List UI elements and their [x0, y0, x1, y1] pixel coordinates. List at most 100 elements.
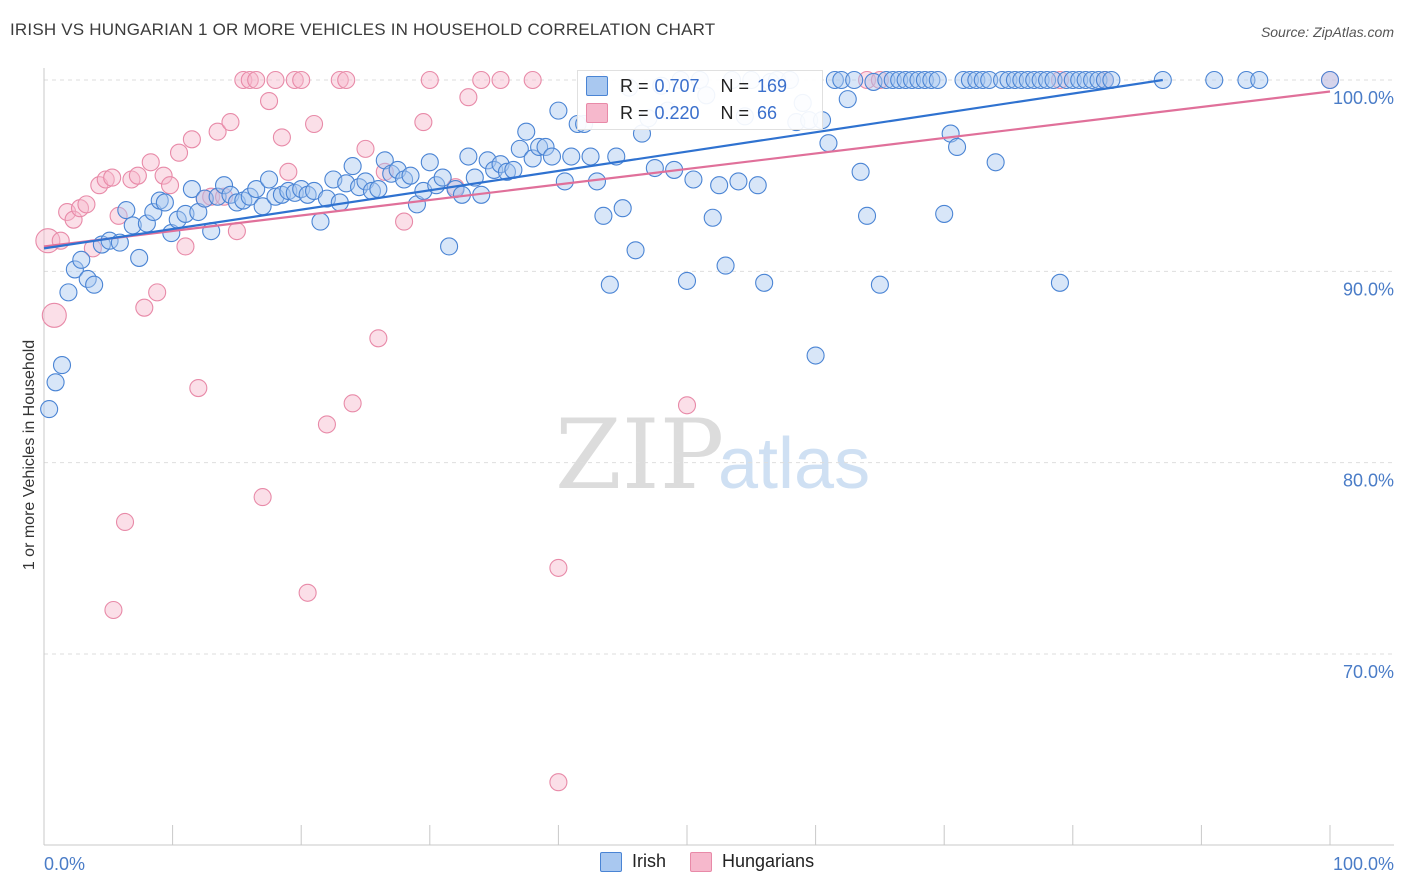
hungarians-point — [549, 773, 568, 792]
y-tick-label: 80.0% — [1343, 471, 1394, 491]
irish-point — [562, 147, 581, 166]
irish-point — [915, 70, 934, 90]
hungarians-point — [128, 166, 147, 185]
hungarians-point — [491, 70, 510, 90]
irish-point — [1250, 70, 1269, 90]
irish-point — [459, 147, 478, 166]
hungarians-point — [169, 143, 189, 162]
irish-point — [922, 70, 941, 90]
hungarians-point — [330, 70, 349, 90]
y-axis-label: 1 or more Vehicles in Household — [21, 340, 38, 570]
irish-point — [851, 162, 870, 181]
hungarians-point — [182, 130, 201, 149]
hungarians-n-value: 66 — [757, 102, 778, 123]
hungarians-point — [337, 70, 356, 90]
irish-point — [85, 275, 104, 294]
irish-point — [838, 90, 857, 109]
irish-point — [928, 70, 947, 90]
irish-point — [65, 260, 84, 279]
irish-point — [555, 172, 574, 191]
irish-point — [993, 70, 1012, 90]
irish-point — [59, 283, 78, 302]
hungarians-point — [677, 396, 697, 415]
irish-point — [883, 70, 902, 90]
hungarians-point — [135, 298, 154, 317]
hungarians-point — [369, 329, 388, 348]
irish-legend-swatch — [600, 851, 622, 872]
hungarians-point — [1050, 70, 1069, 90]
irish-point — [626, 241, 645, 260]
hungarians-point — [176, 237, 195, 256]
hungarians-point — [356, 139, 375, 158]
irish-point — [214, 176, 234, 195]
hungarians-point — [221, 113, 240, 132]
irish-point — [909, 70, 928, 90]
irish-point — [182, 180, 201, 199]
irish-point — [748, 176, 767, 195]
hungarians-point — [395, 212, 414, 231]
hungarians-point — [343, 394, 362, 413]
hungarians-point — [870, 70, 889, 90]
hungarians-legend-swatch — [690, 851, 713, 872]
irish-n-label: N = — [720, 75, 750, 96]
irish-point — [1237, 70, 1256, 90]
irish-point — [1031, 70, 1050, 90]
irish-point — [1076, 70, 1095, 90]
hungarians-point — [103, 168, 122, 187]
irish-point — [999, 70, 1018, 90]
irish-point — [890, 70, 909, 90]
hungarians-point — [317, 415, 336, 434]
legend-item-irish[interactable]: Irish — [600, 851, 666, 872]
irish-point — [954, 70, 973, 90]
irish-point — [857, 206, 877, 225]
hungarians-point — [298, 583, 317, 602]
hungarians-r-value: 0.220 — [654, 102, 700, 123]
hungarians-trend-line — [43, 90, 1331, 248]
irish-point — [155, 193, 174, 212]
series-legend: Irish Hungarians — [600, 851, 838, 872]
irish-point — [960, 70, 979, 90]
irish-point — [530, 137, 549, 157]
hungarians-point — [148, 283, 167, 302]
hungarians-point — [240, 70, 259, 90]
irish-point — [935, 204, 954, 223]
axes — [43, 68, 1394, 846]
hungarians-point — [234, 70, 253, 90]
irish-point — [600, 275, 619, 294]
hungarians-point — [549, 558, 568, 577]
chart-title: IRISH VS HUNGARIAN 1 OR MORE VEHICLES IN… — [10, 20, 716, 39]
irish-point — [684, 170, 703, 189]
hungarians-swatch — [586, 103, 608, 123]
irish-point — [247, 180, 266, 199]
hungarians-point — [247, 70, 266, 90]
irish-point — [130, 248, 149, 267]
irish-point — [40, 400, 59, 419]
hungarians-point — [472, 70, 491, 90]
irish-point — [870, 275, 889, 294]
hungarians-point — [272, 128, 291, 147]
watermark-zip: ZIP — [555, 399, 724, 511]
irish-point — [46, 373, 65, 392]
irish-point — [369, 180, 388, 199]
irish-point — [542, 147, 562, 166]
irish-point — [536, 137, 555, 157]
hungarians-point — [104, 600, 123, 620]
irish-point — [523, 149, 542, 168]
source-label: Source: ZipAtlas.com — [1260, 24, 1394, 40]
irish-point — [973, 70, 992, 90]
legend-row-irish: R = 0.707 N = 169 — [586, 74, 787, 98]
hungarians-point — [160, 176, 180, 195]
watermark-atlas: atlas — [718, 424, 870, 504]
hungarians-point — [202, 187, 221, 206]
trend-lines — [43, 78, 1331, 250]
irish-point — [52, 356, 72, 375]
hungarians-point — [253, 488, 272, 507]
legend-item-hungarians[interactable]: Hungarians — [690, 851, 814, 872]
irish-point — [710, 176, 729, 195]
irish-point — [1044, 70, 1063, 90]
irish-point — [420, 153, 439, 172]
irish-point — [677, 271, 697, 290]
hungarians-point — [96, 170, 115, 189]
irish-point — [1070, 70, 1089, 90]
